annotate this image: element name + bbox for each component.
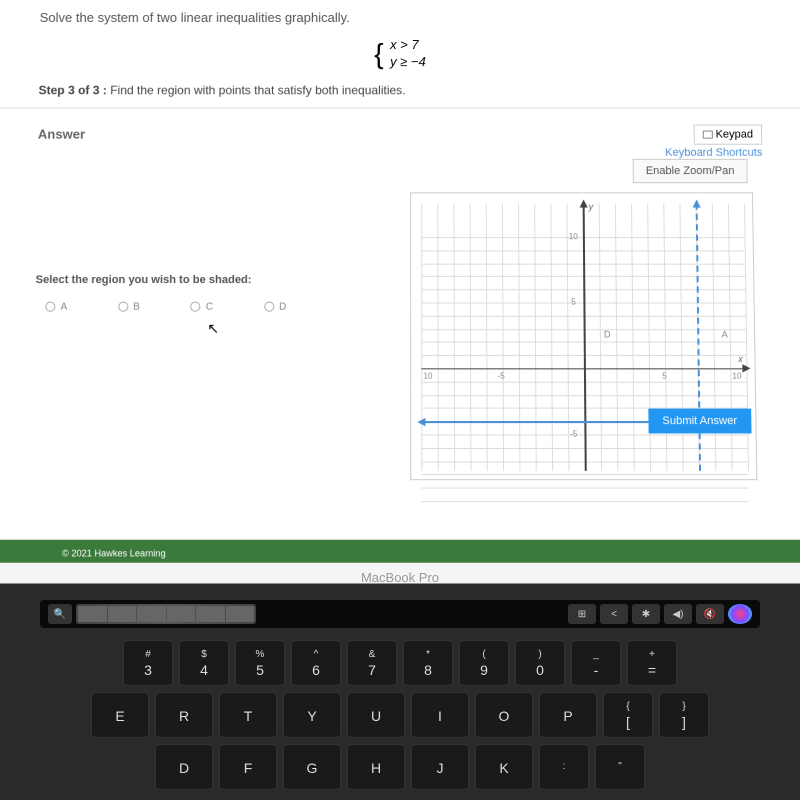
touchbar-icon[interactable]: ⊞ <box>568 604 596 624</box>
key[interactable]: #3 <box>123 640 173 686</box>
equation-1: x > 7 <box>390 37 426 54</box>
keypad-icon <box>702 130 712 138</box>
option-label: A <box>60 301 67 312</box>
touchbar-siri-icon[interactable] <box>728 604 752 624</box>
submit-button[interactable]: Submit Answer <box>648 408 752 433</box>
key[interactable]: %5 <box>235 640 285 686</box>
options-group: A B C D <box>35 301 400 312</box>
keypad-button[interactable]: Keypad <box>693 124 762 144</box>
option-label: C <box>206 301 213 312</box>
step-prefix: Step 3 of 3 : <box>38 83 106 97</box>
option-d[interactable]: D <box>264 301 287 312</box>
key[interactable]: O <box>475 692 533 738</box>
option-label: D <box>279 301 286 312</box>
key[interactable]: U <box>347 692 405 738</box>
touchbar-search-icon[interactable]: 🔍 <box>48 604 72 624</box>
step-line: Step 3 of 3 : Find the region with point… <box>38 83 761 97</box>
touchbar-icon[interactable]: < <box>600 604 628 624</box>
graph-panel[interactable]: yx105-510-5510DA <box>410 192 757 480</box>
key[interactable]: )0 <box>515 640 565 686</box>
answer-label: Answer <box>38 126 762 141</box>
keyboard: #3$4%5^6&7*8(9)0_-+= ERTYUIOP{[}] DFGHJK… <box>20 640 780 790</box>
key[interactable]: (9 <box>459 640 509 686</box>
key[interactable]: " <box>595 744 645 790</box>
key[interactable]: P <box>539 692 597 738</box>
key[interactable]: I <box>411 692 469 738</box>
key[interactable]: Y <box>283 692 341 738</box>
radio-icon <box>191 302 201 312</box>
key[interactable]: F <box>219 744 277 790</box>
key[interactable]: : <box>539 744 589 790</box>
touchbar: 🔍 ⊞ < ✱ ◀) 🔇 <box>40 600 760 628</box>
keypad-label: Keypad <box>715 128 753 140</box>
key[interactable]: K <box>475 744 533 790</box>
enable-zoom-button[interactable]: Enable Zoom/Pan <box>633 159 748 183</box>
key[interactable]: ^6 <box>291 640 341 686</box>
key[interactable]: D <box>155 744 213 790</box>
keyboard-shortcuts-link[interactable]: Keyboard Shortcuts <box>665 147 762 159</box>
key[interactable]: *8 <box>403 640 453 686</box>
key[interactable]: }] <box>659 692 709 738</box>
brace: { <box>374 38 383 70</box>
key[interactable]: $4 <box>179 640 229 686</box>
touchbar-apps[interactable] <box>76 604 256 624</box>
option-a[interactable]: A <box>45 301 67 312</box>
radio-icon <box>264 302 274 312</box>
key[interactable]: T <box>219 692 277 738</box>
key[interactable]: H <box>347 744 405 790</box>
divider <box>0 107 800 108</box>
radio-icon <box>45 302 55 312</box>
cursor-icon: ↖ <box>207 320 219 337</box>
key[interactable]: &7 <box>347 640 397 686</box>
key[interactable]: G <box>283 744 341 790</box>
key[interactable]: E <box>91 692 149 738</box>
radio-icon <box>118 302 128 312</box>
key[interactable]: {[ <box>603 692 653 738</box>
touchbar-icon[interactable]: 🔇 <box>696 604 724 624</box>
key[interactable]: R <box>155 692 213 738</box>
equations-block: { x > 7 y ≥ −4 <box>39 37 761 71</box>
touchbar-icon[interactable]: ◀) <box>664 604 692 624</box>
step-text: Find the region with points that satisfy… <box>107 83 406 97</box>
select-region-label: Select the region you wish to be shaded: <box>36 274 400 286</box>
option-b[interactable]: B <box>118 301 140 312</box>
equation-2: y ≥ −4 <box>390 54 426 71</box>
option-c[interactable]: C <box>191 301 214 312</box>
key[interactable]: += <box>627 640 677 686</box>
key[interactable]: J <box>411 744 469 790</box>
key[interactable]: _- <box>571 640 621 686</box>
option-label: B <box>133 301 140 312</box>
touchbar-icon[interactable]: ✱ <box>632 604 660 624</box>
copyright-text: © 2021 Hawkes Learning <box>62 548 166 558</box>
macbook-label: MacBook Pro <box>0 570 800 585</box>
question-text: Solve the system of two linear inequalit… <box>40 10 761 25</box>
